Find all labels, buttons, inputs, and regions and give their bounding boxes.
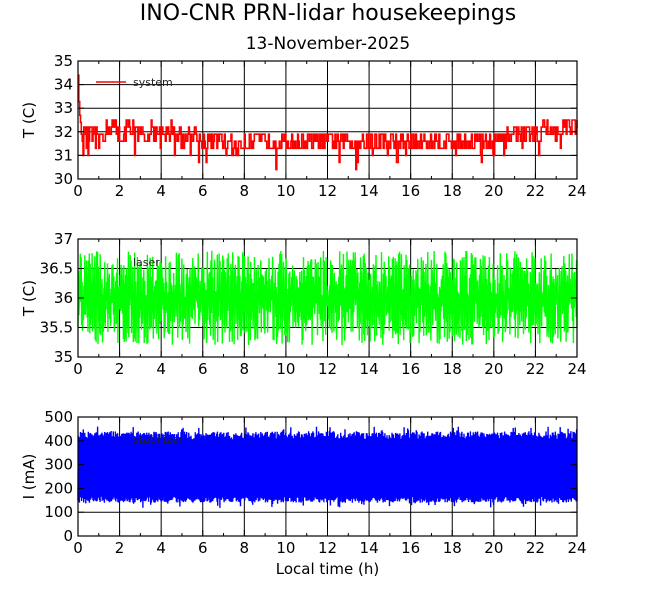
y-tick-label: 30 bbox=[54, 170, 73, 188]
x-tick-label: 18 bbox=[443, 539, 462, 557]
x-tick-label: 24 bbox=[567, 360, 586, 378]
x-tick-label: 2 bbox=[115, 360, 125, 378]
legend-label: system bbox=[133, 76, 173, 89]
y-tick-label: 36 bbox=[54, 289, 73, 307]
x-tick-label: 22 bbox=[526, 182, 545, 200]
x-tick-label: 0 bbox=[73, 182, 83, 200]
x-tick-label: 8 bbox=[240, 360, 250, 378]
x-tick-label: 24 bbox=[567, 539, 586, 557]
x-tick-label: 14 bbox=[360, 182, 379, 200]
y-tick-label: 35 bbox=[54, 52, 73, 70]
y-axis-label: T (C) bbox=[20, 280, 38, 317]
y-tick-label: 33 bbox=[54, 99, 73, 117]
y-tick-label: 300 bbox=[44, 456, 73, 474]
y-tick-label: 36.5 bbox=[40, 260, 73, 278]
series-line-stabilizer bbox=[77, 426, 578, 508]
x-tick-label: 0 bbox=[73, 360, 83, 378]
x-tick-label: 10 bbox=[276, 182, 295, 200]
x-tick-label: 14 bbox=[360, 360, 379, 378]
x-axis-label: Local time (h) bbox=[276, 560, 380, 578]
x-tick-label: 12 bbox=[318, 539, 337, 557]
y-axis-label: T (C) bbox=[20, 102, 38, 139]
x-tick-label: 16 bbox=[401, 539, 420, 557]
x-tick-label: 16 bbox=[401, 360, 420, 378]
y-tick-label: 500 bbox=[44, 408, 73, 426]
y-tick-label: 0 bbox=[63, 527, 73, 545]
x-tick-label: 22 bbox=[526, 360, 545, 378]
x-tick-label: 12 bbox=[318, 182, 337, 200]
x-tick-label: 2 bbox=[115, 182, 125, 200]
x-tick-label: 2 bbox=[115, 539, 125, 557]
legend-label: laser bbox=[133, 256, 160, 269]
x-tick-label: 14 bbox=[360, 539, 379, 557]
x-tick-label: 12 bbox=[318, 360, 337, 378]
x-tick-label: 20 bbox=[484, 539, 503, 557]
figure-title: INO-CNR PRN-lidar housekeepings bbox=[140, 1, 516, 26]
x-tick-label: 10 bbox=[276, 360, 295, 378]
x-tick-label: 18 bbox=[443, 360, 462, 378]
x-tick-label: 22 bbox=[526, 539, 545, 557]
x-tick-label: 8 bbox=[240, 182, 250, 200]
x-tick-label: 24 bbox=[567, 182, 586, 200]
x-tick-label: 16 bbox=[401, 182, 420, 200]
x-tick-label: 6 bbox=[198, 360, 208, 378]
x-tick-label: 0 bbox=[73, 539, 83, 557]
y-axis-label: I (mA) bbox=[20, 454, 38, 500]
y-tick-label: 31 bbox=[54, 146, 73, 164]
y-tick-label: 400 bbox=[44, 432, 73, 450]
x-tick-label: 10 bbox=[276, 539, 295, 557]
y-tick-label: 100 bbox=[44, 503, 73, 521]
y-tick-label: 35 bbox=[54, 348, 73, 366]
y-tick-label: 37 bbox=[54, 230, 73, 248]
figure-subtitle: 13-November-2025 bbox=[246, 34, 411, 54]
y-tick-label: 34 bbox=[54, 76, 73, 94]
x-tick-label: 20 bbox=[484, 182, 503, 200]
x-tick-label: 4 bbox=[156, 182, 166, 200]
x-tick-label: 8 bbox=[240, 539, 250, 557]
y-tick-label: 200 bbox=[44, 479, 73, 497]
series-line-laser bbox=[77, 250, 578, 346]
y-tick-label: 32 bbox=[54, 123, 73, 141]
x-tick-label: 18 bbox=[443, 182, 462, 200]
legend-label: stabilizer bbox=[133, 433, 183, 446]
x-tick-label: 4 bbox=[156, 539, 166, 557]
x-tick-label: 20 bbox=[484, 360, 503, 378]
y-tick-label: 35.5 bbox=[40, 319, 73, 337]
x-tick-label: 6 bbox=[198, 539, 208, 557]
series-line-system bbox=[78, 74, 578, 171]
x-tick-label: 4 bbox=[156, 360, 166, 378]
x-tick-label: 6 bbox=[198, 182, 208, 200]
